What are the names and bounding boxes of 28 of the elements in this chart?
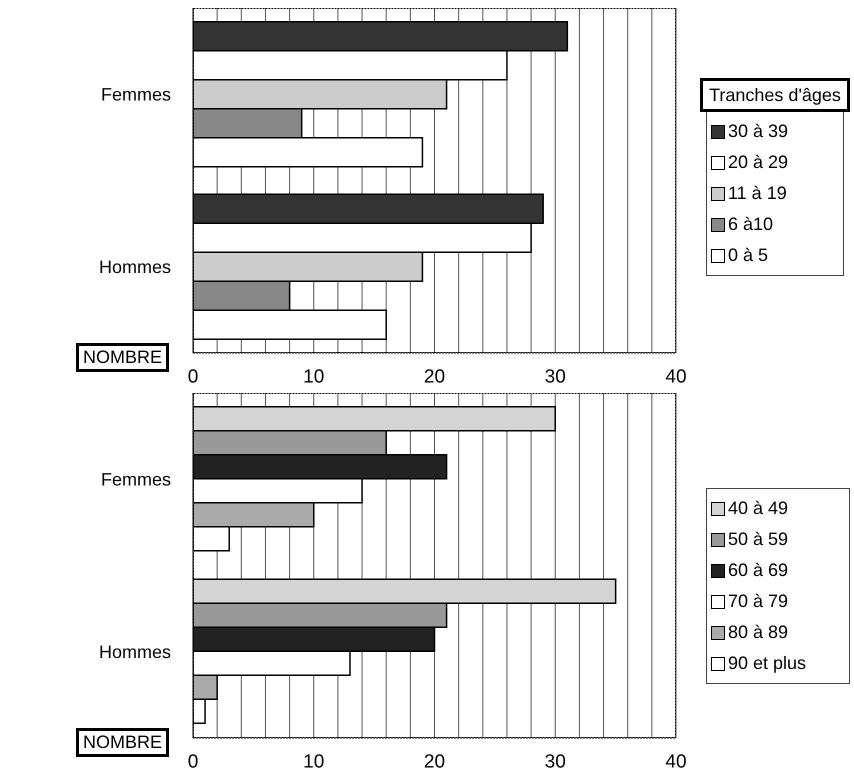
text: NOMBRE — [76, 343, 170, 372]
y-tick-label: Femmes — [100, 84, 171, 105]
x-tick-label: 0 — [188, 751, 198, 772]
legend-label: 60 à 69 — [728, 560, 788, 581]
text: NOMBRE — [76, 728, 170, 757]
legend-label: 30 à 39 — [728, 121, 788, 142]
x-tick-label: 0 — [188, 366, 198, 388]
y-tick-label: Femmes — [100, 470, 171, 490]
x-tick-label: 10 — [303, 751, 324, 772]
x-tick-label: 20 — [424, 366, 446, 388]
x-tick-label: 30 — [544, 751, 566, 772]
legend-label: 11 à 19 — [728, 183, 787, 204]
legend-title: Tranches d'âges — [700, 78, 850, 112]
x-tick-label: 10 — [303, 366, 324, 388]
legend-label: 70 à 79 — [728, 591, 788, 612]
x-tick-label: 20 — [424, 751, 446, 772]
legend-label: 20 à 29 — [728, 152, 788, 173]
legend-label: 90 et plus — [728, 653, 806, 674]
legend-label: 6 à10 — [728, 214, 774, 235]
legend-label: 50 à 59 — [728, 529, 788, 550]
legend-label: 40 à 49 — [728, 498, 788, 519]
x-tick-label: 40 — [665, 751, 687, 772]
x-tick-label: 30 — [544, 366, 566, 388]
y-tick-label: Hommes — [98, 642, 171, 662]
legend-label: 80 à 89 — [728, 622, 788, 643]
x-tick-label: 40 — [665, 366, 687, 388]
legend-label: 0 à 5 — [728, 245, 768, 266]
y-tick-label: Hommes — [98, 257, 171, 278]
